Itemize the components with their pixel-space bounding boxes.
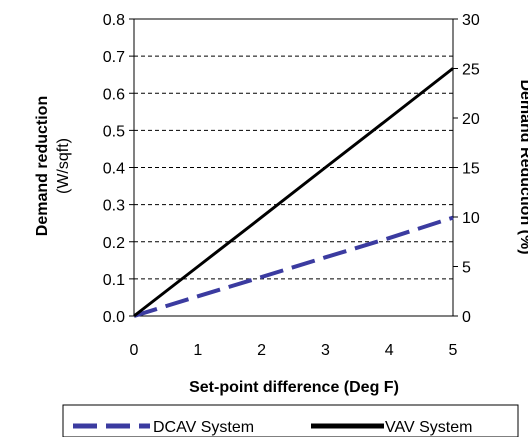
x-tick-label-5: 5 [449,342,458,359]
series-layer [133,67,454,318]
right-tick-label-5: 25 [462,62,480,79]
plot-area-frame [133,18,454,317]
right-tick-label-3: 15 [462,161,480,178]
left-tick-label-2: 0.2 [103,235,125,252]
right-tick-label-6: 30 [462,12,480,29]
left-tick-label-4: 0.4 [103,161,125,178]
left-tick-label-5: 0.5 [103,123,125,140]
x-axis-label: Set-point difference (Deg F) [189,379,399,396]
x-tick-label-1: 1 [193,342,202,359]
right-tick-label-0: 0 [462,309,471,326]
left-tick-label-0: 0.0 [103,309,125,326]
grid-lines [134,55,453,280]
right-axis-ticks: 0 5 10 15 20 25 30 [453,12,480,326]
left-tick-label-7: 0.7 [103,49,125,66]
left-axis-ticks: 0.0 0.1 0.2 0.3 0.4 0.5 0.6 0.7 0.8 [103,12,134,326]
legend: DCAV System VAV System [62,404,519,437]
y-axis-label-left-line2: (W/sqft) [55,138,72,194]
legend-box [62,404,519,437]
legend-label-dcav: DCAV System [153,419,254,436]
left-tick-label-6: 0.6 [103,86,125,103]
x-tick-label-0: 0 [130,342,139,359]
right-tick-label-1: 5 [462,260,471,277]
x-tick-label-2: 2 [257,342,266,359]
y-axis-label-right: Demand Reduction (%) [517,79,528,254]
left-tick-label-3: 0.3 [103,198,125,215]
x-axis-ticks: 0 1 2 3 4 5 [130,342,458,359]
x-tick-label-4: 4 [385,342,394,359]
x-tick-label-3: 3 [321,342,330,359]
series-line-vav-system [133,67,454,318]
left-tick-label-1: 0.1 [103,272,125,289]
series-line-dcav-system [133,215,454,318]
right-tick-label-2: 10 [462,210,480,227]
legend-label-vav: VAV System [385,419,472,436]
left-tick-label-8: 0.8 [103,12,125,29]
right-tick-label-4: 20 [462,111,480,128]
y-axis-label-left-line1: Demand reduction [34,96,51,236]
